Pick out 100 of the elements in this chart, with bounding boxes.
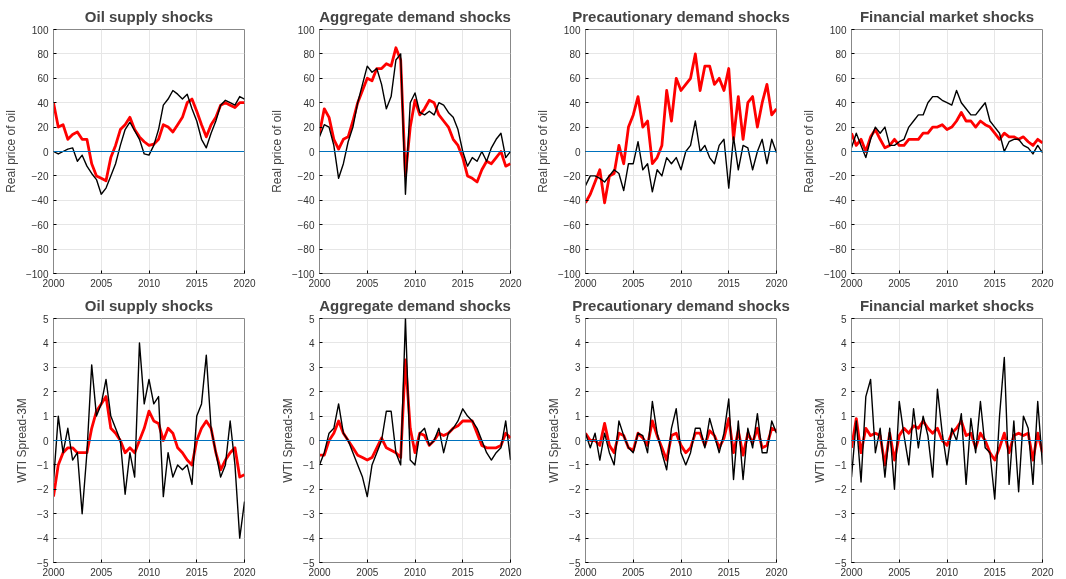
- x-tick-label: 2000: [574, 566, 598, 578]
- y-tick-label: 20: [303, 122, 315, 134]
- y-tick-label: 2: [42, 386, 49, 398]
- y-tick-label: 60: [835, 73, 847, 85]
- x-tick-label: 2010: [669, 566, 693, 578]
- x-tick-label: 2015: [185, 566, 209, 578]
- y-tick-label: 5: [840, 313, 847, 325]
- x-tick-label: 2000: [840, 566, 864, 578]
- y-axis-title: WTI Spread-3M: [281, 398, 296, 483]
- x-tick-label: 2015: [185, 277, 209, 289]
- y-tick-label: 20: [37, 122, 49, 134]
- y-axis-title: WTI Spread-3M: [15, 398, 30, 483]
- x-tick-label: 2010: [137, 277, 161, 289]
- y-tick-label: −1: [569, 459, 581, 471]
- chart-title: Financial market shocks: [859, 7, 1035, 25]
- chart-title: Precautionary demand shocks: [572, 7, 790, 25]
- y-tick-label: −80: [297, 244, 315, 256]
- x-tick-label: 2015: [451, 277, 475, 289]
- y-tick-label: 0: [574, 435, 581, 447]
- y-tick-label: 80: [835, 48, 847, 60]
- y-tick-label: 60: [37, 73, 49, 85]
- chart-title: Precautionary demand shocks: [572, 296, 790, 314]
- x-tick-label: 2000: [42, 277, 66, 289]
- y-tick-label: 5: [42, 313, 49, 325]
- y-tick-label: −2: [37, 484, 49, 496]
- y-tick-label: 5: [308, 313, 315, 325]
- y-tick-label: 80: [37, 48, 49, 60]
- y-tick-label: 60: [569, 73, 581, 85]
- y-tick-label: 40: [835, 97, 847, 109]
- y-tick-label: −4: [37, 533, 49, 545]
- x-tick-label: 2020: [233, 277, 257, 289]
- chart-title: Financial market shocks: [859, 296, 1035, 314]
- x-tick-label: 2010: [403, 277, 427, 289]
- y-tick-label: −20: [563, 170, 581, 182]
- y-tick-label: −40: [31, 195, 49, 207]
- y-axis-title: Real price of oil: [3, 110, 18, 193]
- y-tick-label: 1: [308, 411, 315, 423]
- x-tick-label: 2000: [308, 277, 332, 289]
- x-tick-label: 2020: [233, 566, 257, 578]
- y-tick-label: 100: [829, 24, 847, 36]
- x-tick-label: 2015: [983, 566, 1007, 578]
- x-tick-label: 2015: [451, 566, 475, 578]
- y-tick-label: −5: [835, 557, 847, 569]
- y-tick-label: −40: [829, 195, 847, 207]
- x-tick-label: 2015: [717, 566, 741, 578]
- y-tick-label: 40: [303, 97, 315, 109]
- y-tick-label: −40: [297, 195, 315, 207]
- y-tick-label: 80: [303, 48, 315, 60]
- y-tick-label: −4: [569, 533, 581, 545]
- y-tick-label: −60: [31, 219, 49, 231]
- y-tick-label: −3: [303, 508, 315, 520]
- y-tick-label: −2: [569, 484, 581, 496]
- y-tick-label: −2: [835, 484, 847, 496]
- y-tick-label: −3: [569, 508, 581, 520]
- x-tick-label: 2010: [137, 566, 161, 578]
- y-tick-label: 20: [569, 122, 581, 134]
- x-tick-label: 2005: [356, 566, 379, 578]
- y-tick-label: −40: [563, 195, 581, 207]
- y-tick-label: −100: [557, 268, 581, 280]
- y-tick-label: −100: [823, 268, 847, 280]
- y-tick-label: 4: [840, 337, 847, 349]
- x-tick-label: 2020: [765, 566, 789, 578]
- y-tick-label: −20: [31, 170, 49, 182]
- y-tick-label: 1: [42, 411, 49, 423]
- x-tick-label: 2005: [888, 566, 911, 578]
- y-tick-label: 80: [569, 48, 581, 60]
- y-tick-label: 0: [42, 435, 49, 447]
- x-tick-label: 2020: [765, 277, 789, 289]
- y-tick-label: −2: [303, 484, 315, 496]
- y-tick-label: −1: [37, 459, 49, 471]
- x-tick-label: 2010: [935, 566, 959, 578]
- chart-title: Oil supply shocks: [84, 296, 214, 314]
- y-tick-label: −3: [835, 508, 847, 520]
- y-tick-label: −60: [829, 219, 847, 231]
- y-tick-label: 3: [840, 362, 847, 374]
- y-tick-label: −80: [563, 244, 581, 256]
- y-tick-label: 2: [840, 386, 847, 398]
- y-tick-label: −20: [829, 170, 847, 182]
- y-axis-title: WTI Spread-3M: [547, 398, 562, 483]
- y-tick-label: −80: [31, 244, 49, 256]
- x-tick-label: 2020: [499, 277, 523, 289]
- x-tick-label: 2000: [574, 277, 598, 289]
- y-tick-label: −4: [303, 533, 315, 545]
- chart-title: Aggregate demand shocks: [319, 296, 511, 314]
- x-tick-label: 2015: [983, 277, 1007, 289]
- x-tick-label: 2020: [1031, 277, 1055, 289]
- x-tick-label: 2000: [840, 277, 864, 289]
- x-tick-label: 2005: [90, 566, 113, 578]
- x-tick-label: 2000: [42, 566, 66, 578]
- y-tick-label: 4: [574, 337, 581, 349]
- x-tick-label: 2010: [669, 277, 693, 289]
- y-tick-label: 1: [574, 411, 581, 423]
- y-tick-label: −3: [37, 508, 49, 520]
- y-tick-label: 4: [42, 337, 49, 349]
- y-axis-title: Real price of oil: [535, 110, 550, 193]
- x-tick-label: 2020: [1031, 566, 1055, 578]
- y-tick-label: 2: [574, 386, 581, 398]
- x-tick-label: 2005: [888, 277, 911, 289]
- x-tick-label: 2005: [622, 566, 645, 578]
- x-tick-label: 2005: [622, 277, 645, 289]
